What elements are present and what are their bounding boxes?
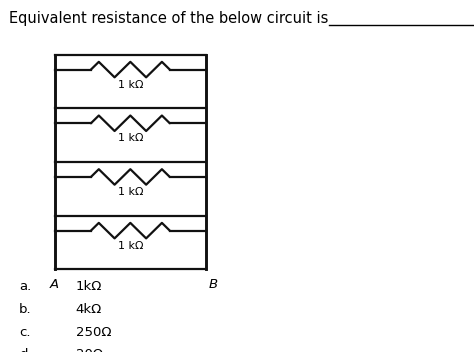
Text: Equivalent resistance of the below circuit is: Equivalent resistance of the below circu… [9, 11, 329, 26]
Text: 1 kΩ: 1 kΩ [118, 241, 143, 251]
Text: B: B [209, 278, 218, 291]
Text: d.: d. [19, 348, 32, 352]
Text: c.: c. [19, 326, 30, 339]
Text: 1 kΩ: 1 kΩ [118, 187, 143, 197]
Text: 4kΩ: 4kΩ [76, 303, 102, 316]
Text: A: A [50, 278, 59, 291]
Text: 250Ω: 250Ω [76, 326, 111, 339]
Text: 1 kΩ: 1 kΩ [118, 80, 143, 90]
Text: 1 kΩ: 1 kΩ [118, 133, 143, 143]
Text: a.: a. [19, 280, 31, 293]
Text: 1kΩ: 1kΩ [76, 280, 102, 293]
Text: b.: b. [19, 303, 32, 316]
Text: 20Ω: 20Ω [76, 348, 103, 352]
